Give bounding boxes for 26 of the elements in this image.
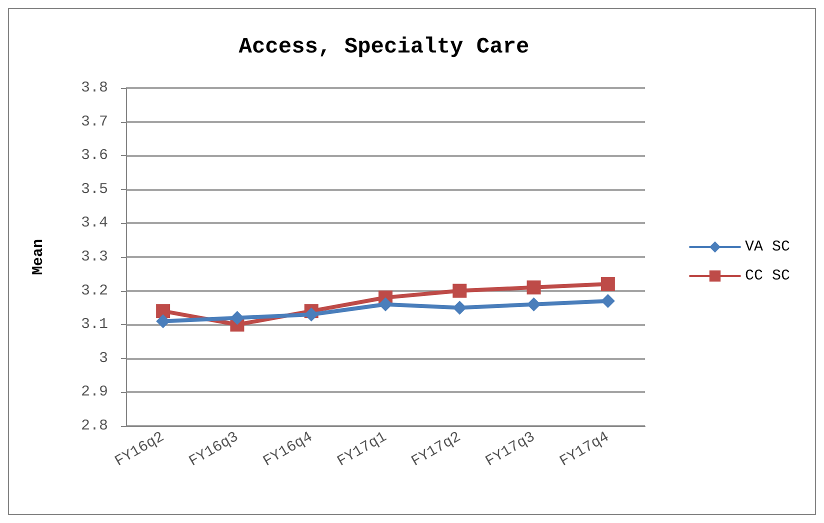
chart-title: Access, Specialty Care	[238, 34, 530, 60]
legend-label: VA SC	[744, 238, 790, 256]
point	[452, 300, 467, 315]
y-tick-label: 2.9	[80, 384, 108, 401]
point	[600, 294, 615, 308]
y-tick-label: 3.1	[80, 316, 108, 334]
point	[526, 280, 541, 294]
y-tick-label: 3.4	[80, 214, 108, 232]
legend-label: CC SC	[744, 268, 790, 284]
point	[526, 297, 541, 312]
point	[304, 307, 318, 322]
y-tick-label: 3	[98, 350, 108, 367]
y-tick-label: 3.6	[80, 147, 108, 164]
y-tick-label: 3.8	[80, 80, 108, 96]
point	[156, 314, 170, 328]
point	[156, 304, 170, 318]
point	[230, 310, 244, 325]
point	[452, 284, 467, 298]
y-tick-label: 3.7	[80, 113, 108, 130]
point	[600, 277, 615, 292]
y-tick-label: 3.3	[80, 248, 108, 266]
y-tick-label: 3.2	[80, 282, 108, 300]
y-tick-label: 2.8	[80, 418, 108, 434]
y-axis-title: Mean	[30, 238, 47, 276]
y-tick-label: 3.5	[80, 180, 108, 198]
point	[378, 297, 392, 312]
